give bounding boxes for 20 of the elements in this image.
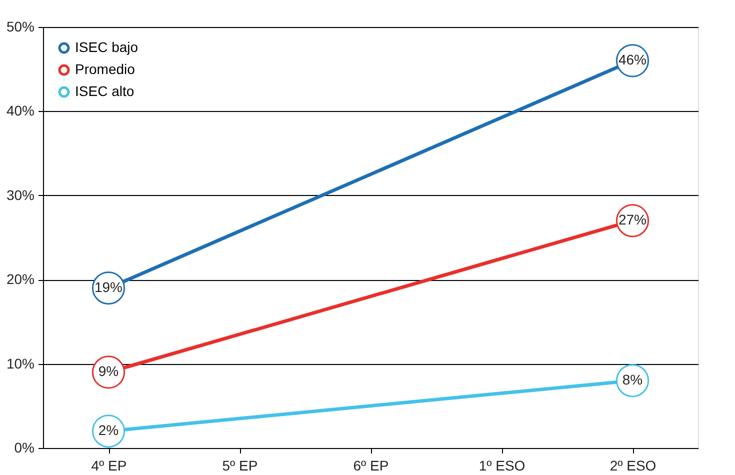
y-tick-label: 30% <box>6 186 34 203</box>
y-tick-label: 0% <box>14 440 34 456</box>
data-label: 19% <box>94 279 123 296</box>
x-tick-label: 1º ESO <box>478 458 526 474</box>
data-label: 8% <box>622 372 643 388</box>
y-tick-label: 10% <box>6 355 34 372</box>
data-label: 27% <box>618 212 647 228</box>
x-tick-label: 4º EP <box>91 458 127 474</box>
data-label: 9% <box>98 363 119 380</box>
data-label: 2% <box>98 422 119 438</box>
x-tick-label: 5º EP <box>222 458 258 474</box>
y-tick-label: 20% <box>6 271 34 288</box>
legend-label: Promedio <box>75 61 136 77</box>
legend-label: ISEC alto <box>75 83 134 99</box>
legend-label: ISEC bajo <box>75 39 138 55</box>
y-tick-label: 40% <box>6 102 34 119</box>
x-tick-label: 6º EP <box>353 458 389 474</box>
data-label: 46% <box>618 52 647 68</box>
x-tick-label: 2º ESO <box>610 458 656 474</box>
y-tick-label: 50% <box>6 18 34 34</box>
